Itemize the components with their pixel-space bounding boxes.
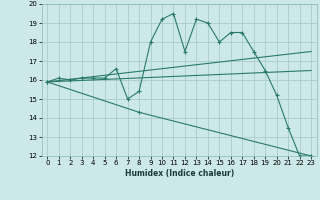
X-axis label: Humidex (Indice chaleur): Humidex (Indice chaleur) <box>124 169 234 178</box>
